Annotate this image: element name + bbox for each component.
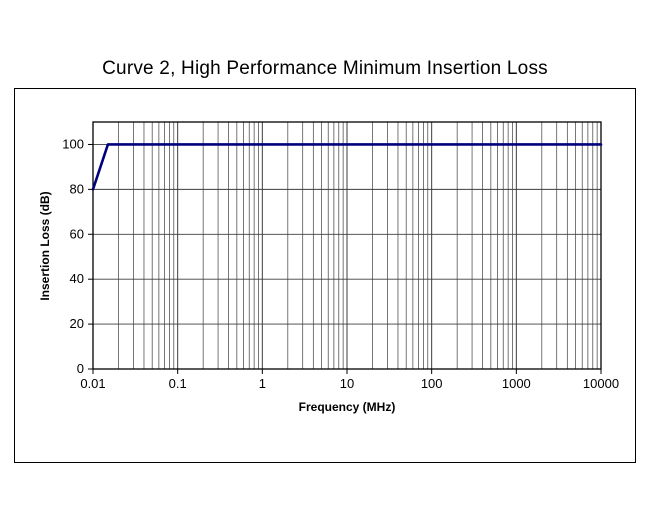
- gridlines: [92, 121, 602, 370]
- svg-text:10000: 10000: [583, 376, 619, 391]
- svg-text:1000: 1000: [502, 376, 531, 391]
- svg-text:0: 0: [77, 361, 84, 376]
- tick-labels: 0.01 0.1 1 10 100 1000 10000 0 20 40 60 80 100: [62, 136, 619, 391]
- svg-text:80: 80: [70, 181, 84, 196]
- axis-ticks: [88, 143, 602, 374]
- chart-title: Curve 2, High Performance Minimum Insert…: [102, 58, 548, 79]
- y-axis-label: Insertion Loss (dB): [38, 191, 52, 300]
- svg-text:1: 1: [259, 376, 266, 391]
- x-axis-label: Frequency (MHz): [299, 400, 396, 414]
- svg-text:100: 100: [62, 136, 84, 151]
- plot-area: 0.01 0.1 1 10 100 1000 10000 0 20 40 60 80 100 Frequ…: [38, 121, 619, 414]
- svg-text:60: 60: [70, 226, 84, 241]
- svg-text:100: 100: [421, 376, 443, 391]
- data-series: [91, 143, 603, 191]
- svg-text:0.1: 0.1: [169, 376, 187, 391]
- chart-frame: 0.01 0.1 1 10 100 1000 10000 0 20 40 60 80 100 Frequ…: [14, 88, 636, 463]
- svg-text:10: 10: [340, 376, 354, 391]
- svg-text:40: 40: [70, 271, 84, 286]
- svg-text:20: 20: [70, 316, 84, 331]
- svg-text:0.01: 0.01: [80, 376, 105, 391]
